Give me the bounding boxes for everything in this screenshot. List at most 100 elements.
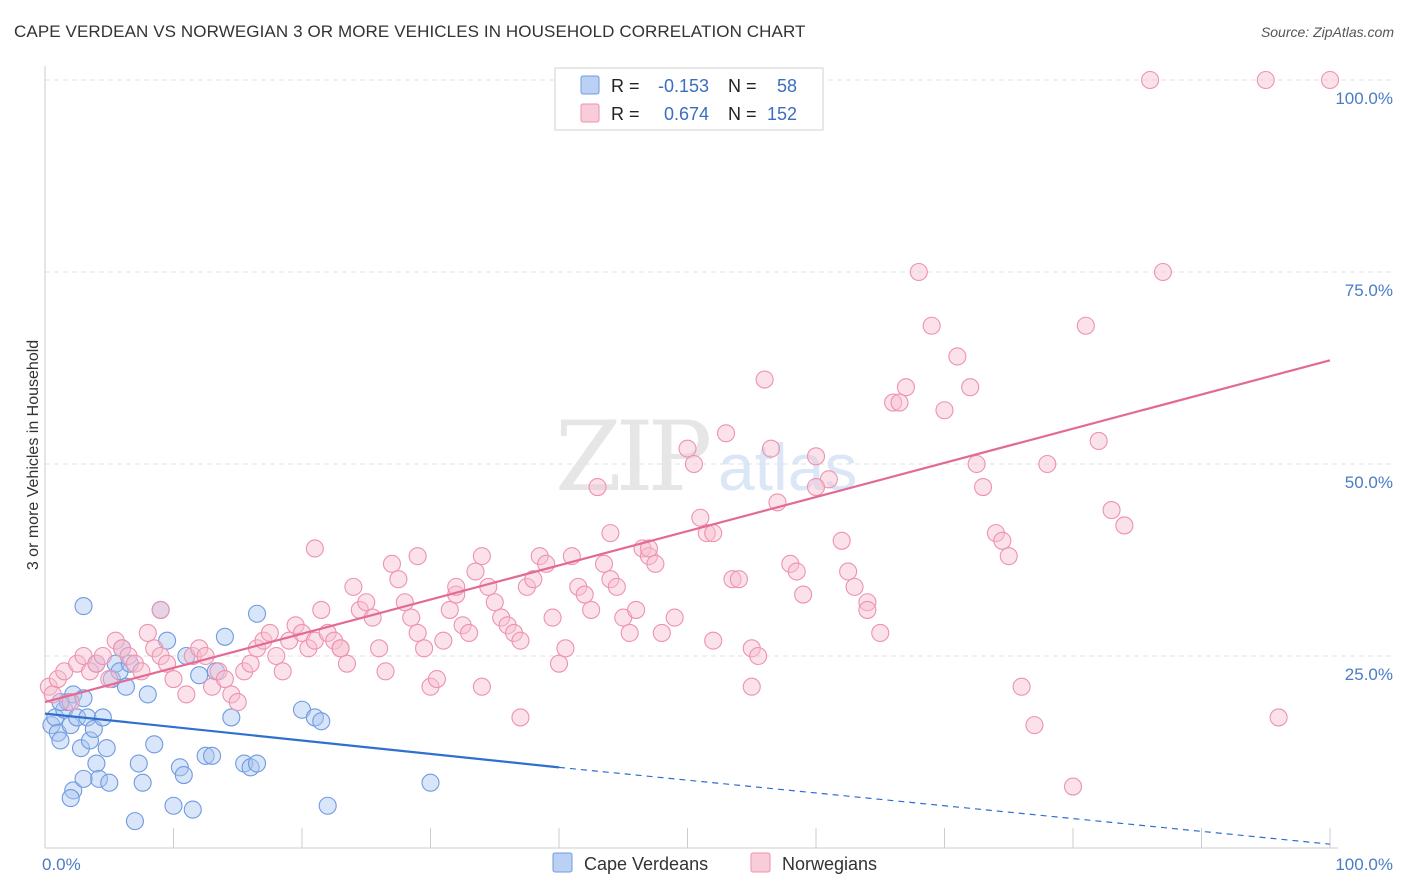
point-norwegians [299,639,318,658]
point-norwegians [588,477,607,497]
point-cape-verdeans [196,746,215,765]
point-cape-verdeans [312,712,331,731]
point-norwegians [504,623,524,643]
stats-n-value-cape-verdeans: 58 [777,76,797,96]
point-norwegians [858,593,877,612]
point-norwegians [190,639,209,658]
point-cape-verdeans [87,754,106,773]
point-norwegians [222,685,241,704]
point-cape-verdeans [247,604,267,623]
point-norwegians [601,524,620,543]
point-norwegians [511,708,530,727]
point-norwegians [678,439,697,458]
point-norwegians [138,623,157,643]
point-norwegians [697,524,716,543]
point-norwegians [151,600,170,619]
point-norwegians [485,593,504,612]
point-norwegians [986,524,1005,543]
point-norwegians [967,454,986,474]
point-norwegians [215,669,234,689]
point-cape-verdeans [421,773,440,792]
point-norwegians [87,654,106,673]
point-norwegians [434,631,453,650]
point-norwegians [729,570,748,589]
point-norwegians [993,531,1012,550]
point-norwegians [415,639,434,658]
y-axis-label: 3 or more Vehicles in Household [25,340,42,570]
x-tick-label-max: 100.0% [1335,855,1393,874]
stats-n-label-cape-verdeans: N = [728,76,757,96]
point-cape-verdeans [133,773,152,792]
point-norwegians [543,608,562,627]
point-cape-verdeans [100,773,119,792]
stats-legend: R = -0.153 N = 58 R = 0.674 N = 152 [554,67,824,131]
point-norwegians [1115,516,1134,535]
point-norwegians [582,600,601,619]
point-norwegians [845,577,864,596]
point-norwegians [704,631,723,650]
stats-r-value-cape-verdeans: -0.153 [658,76,709,96]
gridlines [45,79,1395,657]
point-norwegians [113,639,132,658]
point-cape-verdeans [74,769,93,788]
y-tick-label: 25.0% [1345,665,1393,684]
data-points [39,70,1340,831]
trend-line-norwegians [44,359,1331,704]
chart-title: CAPE VERDEAN VS NORWEGIAN 3 OR MORE VEHI… [14,22,806,41]
point-norwegians [402,608,421,627]
point-norwegians [427,669,446,689]
point-norwegians [556,639,575,658]
point-norwegians [781,554,800,573]
point-norwegians [376,662,395,681]
axes [44,66,1338,849]
point-norwegians [125,654,144,673]
point-norwegians [119,646,138,666]
point-cape-verdeans [183,800,202,819]
point-norwegians [183,646,202,666]
point-norwegians [716,424,736,443]
y-tick-label: 100.0% [1335,89,1393,108]
point-norwegians [890,393,909,412]
trend-lines [44,359,1331,845]
point-norwegians [639,539,659,558]
point-norwegians [691,508,710,527]
point-norwegians [459,623,479,643]
point-norwegians [627,600,646,619]
stats-r-label-cape-verdeans: R = [611,76,640,96]
point-cape-verdeans [51,731,70,750]
point-norwegians [164,669,183,689]
y-tick-label: 50.0% [1345,473,1393,492]
point-norwegians [472,677,491,696]
point-cape-verdeans [138,685,157,704]
point-norwegians [344,577,363,596]
point-norwegians [151,646,170,666]
legend-label-norwegians: Norwegians [782,854,877,874]
point-norwegians [453,616,472,635]
point-norwegians [382,554,402,573]
point-norwegians [961,378,980,397]
point-norwegians [761,439,781,458]
watermark-atlas: atlas [718,430,857,504]
point-norwegians [511,631,530,650]
point-norwegians [273,662,292,681]
legend-label-cape-verdeans: Cape Verdeans [584,854,708,874]
point-cape-verdeans [222,708,241,727]
point-norwegians [1025,716,1044,735]
point-norwegians [530,547,549,566]
point-norwegians [569,577,588,596]
point-norwegians [524,570,543,589]
point-norwegians [999,547,1018,566]
point-norwegians [794,585,813,604]
point-cape-verdeans [145,735,164,754]
point-norwegians [325,631,344,650]
point-norwegians [935,401,954,420]
point-norwegians [357,593,376,612]
point-norwegians [639,547,659,566]
point-norwegians [832,531,851,550]
point-norwegians [466,562,485,581]
stats-swatch-norwegians [580,103,600,123]
point-cape-verdeans [129,754,148,773]
point-norwegians [145,639,164,658]
point-norwegians [1141,70,1160,90]
